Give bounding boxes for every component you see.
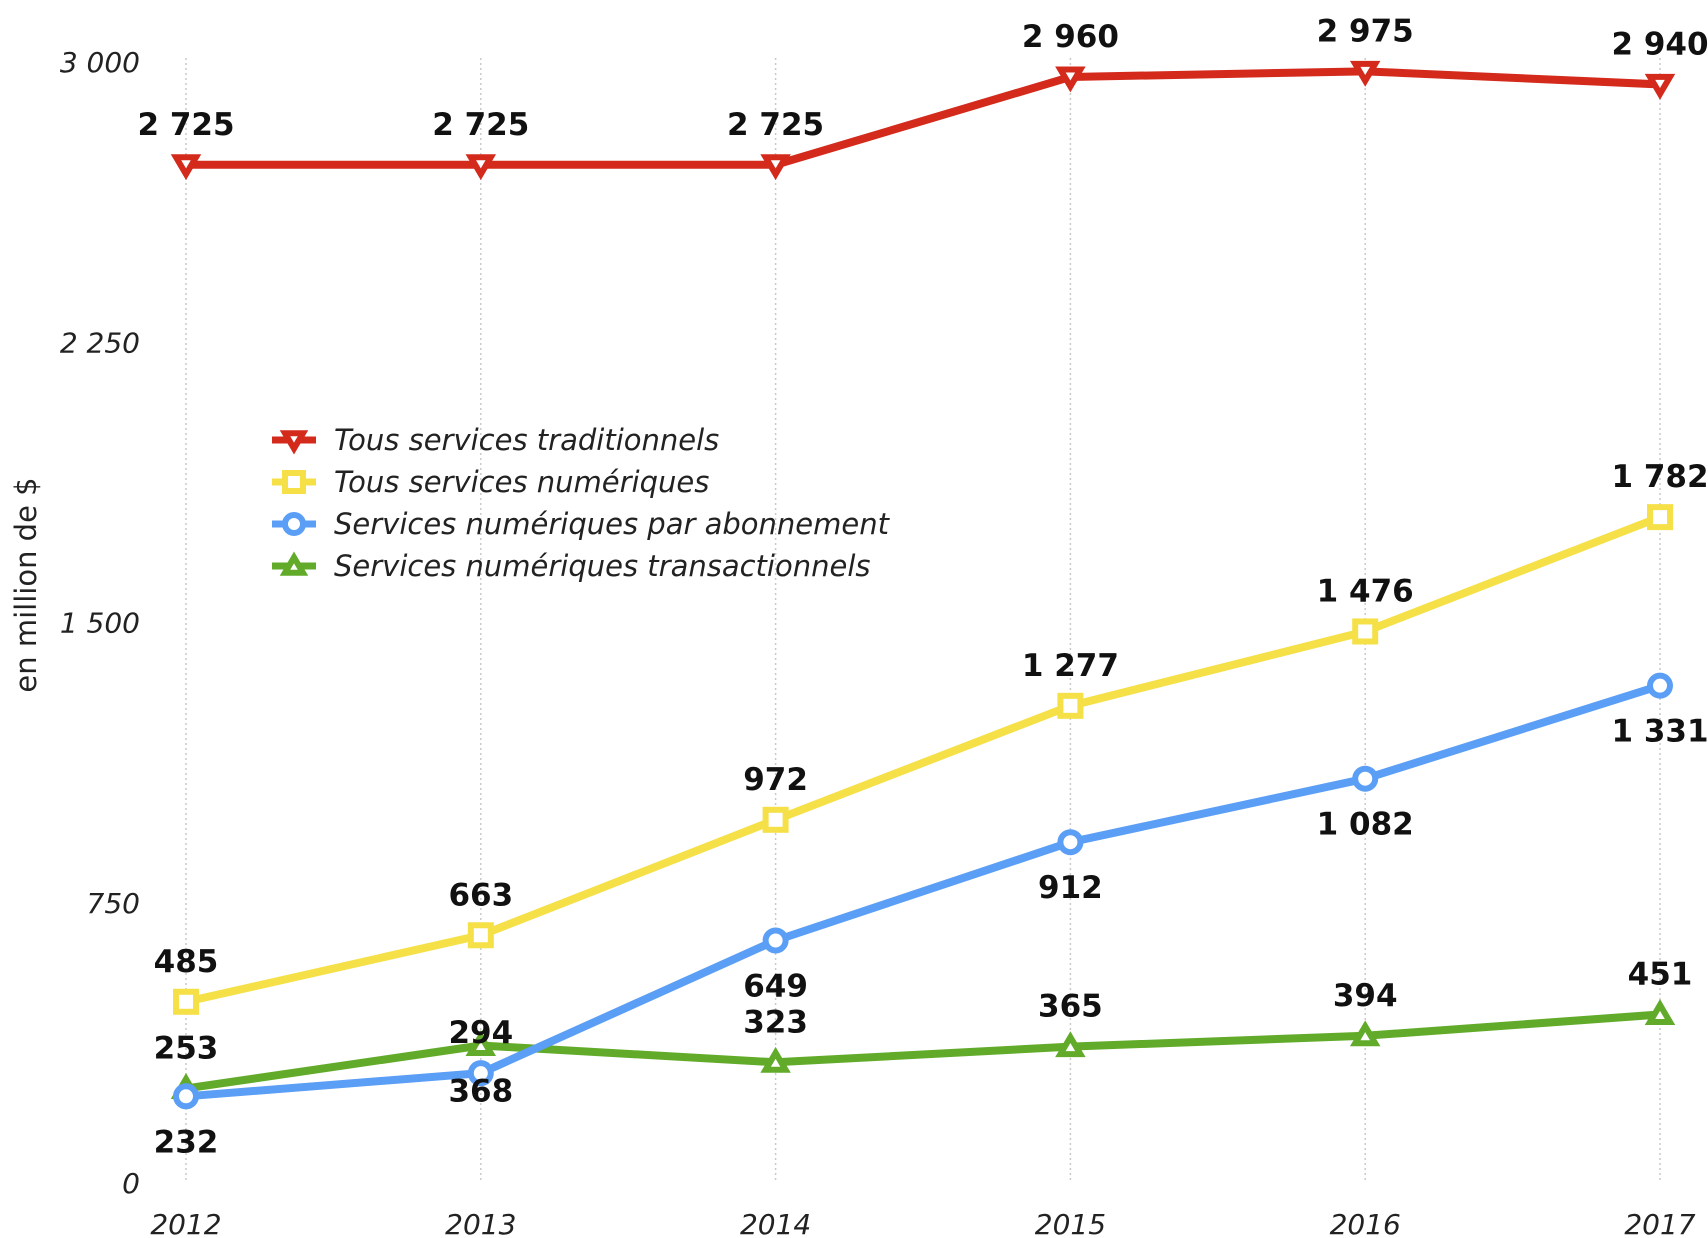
data-point	[762, 806, 789, 833]
legend-label: Tous services traditionnels	[334, 423, 719, 457]
data-label: 253	[154, 1030, 219, 1066]
data-point	[173, 988, 199, 1015]
y-tick-label: 2 250	[60, 326, 140, 359]
x-tick-label: 2013	[445, 1208, 516, 1238]
data-label: 2 725	[137, 107, 234, 143]
x-tick-label: 2015	[1035, 1208, 1106, 1238]
data-point	[1644, 999, 1676, 1025]
series-line	[182, 1010, 1664, 1093]
data-point	[1644, 73, 1676, 100]
data-point	[1352, 618, 1379, 645]
y-axis: 0 750 1 500 2 250 3 000	[60, 46, 140, 1200]
data-label: 451	[1628, 956, 1693, 992]
data-point	[465, 1030, 497, 1056]
data-label: 368	[448, 1073, 513, 1109]
legend-item: Services numériques transactionnels	[272, 549, 871, 583]
data-point	[1647, 672, 1673, 699]
legend-marker	[279, 430, 309, 455]
data-label: 1 082	[1317, 807, 1414, 843]
series-3	[170, 999, 1676, 1099]
data-label: 394	[1333, 978, 1398, 1014]
data-label: 1 782	[1611, 459, 1708, 495]
x-tick-label: 2012	[150, 1208, 221, 1238]
legend-marker	[282, 470, 306, 494]
series-line	[182, 513, 1664, 1006]
data-labels: 2 725 2 725 2 725 2 960 2 975 2 940 485 663 972 1…	[137, 13, 1708, 1160]
legend-label: Tous services numériques	[334, 465, 709, 499]
data-point	[762, 927, 789, 954]
data-label: 2 725	[727, 107, 824, 143]
data-point	[170, 154, 202, 181]
data-label: 663	[448, 877, 513, 913]
x-axis: 2012 2013 2014 2015 2016 2017	[150, 1208, 1695, 1238]
x-tick-label: 2016	[1330, 1208, 1401, 1238]
legend-item: Tous services traditionnels	[272, 423, 719, 457]
data-label: 1 331	[1611, 714, 1708, 750]
data-label: 294	[448, 1015, 513, 1051]
data-label: 232	[154, 1124, 219, 1160]
y-tick-label: 0	[122, 1167, 140, 1200]
data-point	[1055, 66, 1086, 93]
series-2	[173, 672, 1673, 1110]
data-point	[1349, 60, 1381, 87]
data-point	[1055, 1031, 1086, 1058]
data-point	[760, 154, 791, 181]
legend-marker	[282, 512, 306, 536]
legend-item: Tous services numériques	[272, 465, 709, 499]
series-line	[182, 67, 1664, 169]
data-label: 1 476	[1317, 573, 1414, 609]
data-label: 1 277	[1022, 648, 1119, 684]
y-axis-title: en million de $	[9, 477, 43, 692]
data-label: 2 960	[1022, 19, 1119, 55]
data-point	[1349, 1020, 1381, 1047]
data-point	[467, 1060, 494, 1087]
data-label: 2 725	[432, 107, 529, 143]
data-label: 649	[743, 968, 808, 1004]
data-label: 912	[1038, 870, 1103, 906]
x-tick-label: 2014	[740, 1208, 811, 1238]
legend-item: Services numériques par abonnement	[272, 507, 891, 541]
data-label: 365	[1038, 989, 1103, 1025]
series-layer	[170, 60, 1676, 1110]
series-0	[170, 60, 1676, 181]
data-point	[1057, 692, 1084, 719]
data-point	[465, 154, 497, 181]
data-label: 2 940	[1611, 26, 1708, 62]
series-1	[173, 504, 1673, 1015]
data-label: 323	[743, 1004, 808, 1040]
data-label: 972	[743, 762, 808, 798]
y-tick-label: 3 000	[60, 46, 140, 79]
data-point	[467, 922, 494, 949]
y-tick-label: 1 500	[60, 607, 140, 640]
y-tick-label: 750	[87, 887, 140, 920]
x-tick-label: 2017	[1624, 1208, 1695, 1238]
data-label: 485	[154, 944, 219, 980]
data-point	[173, 1083, 199, 1110]
legend-marker	[279, 551, 309, 576]
data-point	[1057, 829, 1084, 856]
data-point	[760, 1046, 791, 1073]
data-label: 2 975	[1317, 13, 1414, 49]
series-line	[182, 681, 1664, 1101]
grid-layer	[185, 58, 1661, 1183]
legend-label: Services numériques transactionnels	[334, 549, 871, 583]
data-point	[1647, 504, 1673, 531]
legend-label: Services numériques par abonnement	[334, 507, 891, 541]
legend: Tous services traditionnels Tous services…	[272, 423, 891, 583]
data-point	[1352, 765, 1379, 792]
